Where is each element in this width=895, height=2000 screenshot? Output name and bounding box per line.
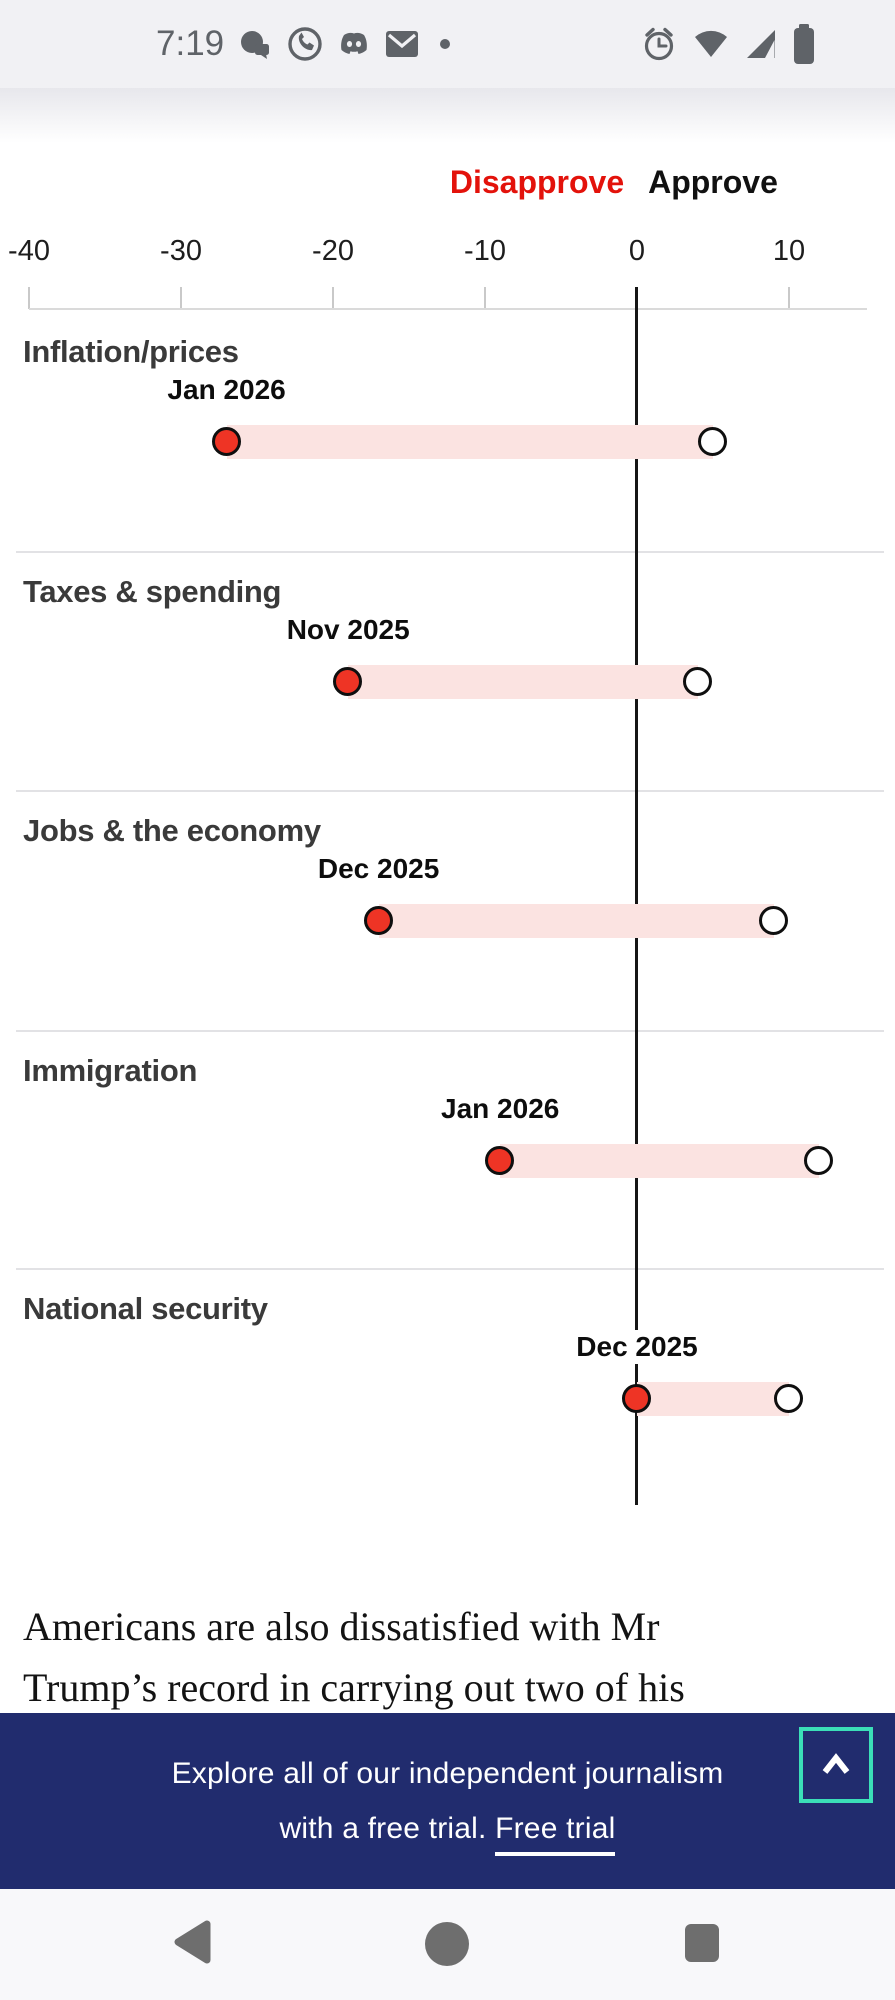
subscription-banner: Explore all of our independent journalis… xyxy=(0,1713,895,1889)
row-separator xyxy=(16,551,884,553)
banner-message: Explore all of our independent journalis… xyxy=(0,1713,895,1889)
status-bar-shadow xyxy=(0,88,895,143)
approve-dot xyxy=(804,1146,834,1175)
notification-overflow-dot xyxy=(440,39,451,49)
recents-icon xyxy=(685,1924,719,1962)
back-icon xyxy=(174,1920,211,1964)
category-label: Jobs & the economy xyxy=(23,813,321,848)
x-axis-tick-label: 0 xyxy=(628,235,646,267)
disapprove-dot xyxy=(485,1146,515,1175)
alarm-icon xyxy=(644,27,674,61)
x-axis-tick xyxy=(28,287,30,309)
status-bar-notifications: 7:19 xyxy=(156,0,451,88)
approval-dumbbell-chart: Disapprove Approve -40 -30 -20 -10 0 10 Inflat… xyxy=(8,164,884,1505)
discord-icon xyxy=(341,32,368,54)
disapprove-dot xyxy=(333,667,363,696)
dumbbell-band xyxy=(500,1144,820,1178)
email-icon xyxy=(386,31,419,57)
chevron-up-icon xyxy=(822,1753,850,1774)
row-separator xyxy=(16,1030,884,1032)
approve-dot xyxy=(682,667,712,696)
disapprove-dot xyxy=(211,427,241,456)
approve-dot xyxy=(774,1384,803,1413)
chat-app-icon xyxy=(241,31,270,59)
category-label: Immigration xyxy=(23,1053,198,1088)
zero-axis-line xyxy=(635,287,638,1505)
home-button[interactable] xyxy=(424,1921,470,1970)
x-axis-tick xyxy=(788,287,790,309)
chart-plot-area: -40 -30 -20 -10 0 10 Inflation/prices Jan 2026 T… xyxy=(8,235,884,1505)
category-label: National security xyxy=(23,1291,268,1326)
x-axis-tick-label: -10 xyxy=(464,235,506,267)
recents-button[interactable] xyxy=(684,1923,720,1966)
back-button[interactable] xyxy=(171,1919,213,1968)
dumbbell-band xyxy=(348,665,698,699)
row-separator xyxy=(16,1268,884,1270)
x-axis-tick xyxy=(332,287,334,309)
x-axis-line xyxy=(29,308,867,310)
row-separator xyxy=(16,790,884,792)
survey-date-label: Dec 2025 xyxy=(570,1330,704,1364)
wifi-icon xyxy=(695,30,727,57)
banner-message-line2-prefix: with a free trial. xyxy=(279,1812,496,1845)
x-axis-tick xyxy=(484,287,486,309)
x-axis-tick xyxy=(180,287,182,309)
home-icon xyxy=(425,1922,469,1966)
disapprove-dot xyxy=(622,1384,651,1413)
dumbbell-band xyxy=(637,1382,789,1416)
approve-dot xyxy=(698,427,727,456)
legend-disapprove: Disapprove xyxy=(449,164,625,200)
cell-signal-icon xyxy=(747,30,775,58)
dumbbell-band xyxy=(378,904,774,938)
approve-dot xyxy=(758,906,788,935)
legend-approve: Approve xyxy=(648,164,778,200)
whatsapp-icon xyxy=(288,27,322,61)
article-line: Americans are also dissatisfied with Mr xyxy=(23,1604,660,1649)
battery-icon xyxy=(794,24,814,64)
android-nav-bar xyxy=(0,1889,895,2000)
status-time: 7:19 xyxy=(156,24,225,63)
x-axis-tick-label: -40 xyxy=(8,235,50,267)
scroll-top-button[interactable] xyxy=(799,1727,873,1803)
dumbbell-band xyxy=(226,425,713,459)
survey-date-label: Jan 2026 xyxy=(435,1092,566,1126)
survey-date-label: Dec 2025 xyxy=(311,852,446,886)
x-axis-tick-label: 10 xyxy=(772,235,806,267)
status-bar: 7:19 xyxy=(0,0,895,88)
status-bar-system-icons xyxy=(641,0,815,88)
survey-date-label: Nov 2025 xyxy=(280,613,416,647)
survey-date-label: Jan 2026 xyxy=(161,373,292,407)
article-line: Trump’s record in carrying out two of hi… xyxy=(23,1665,685,1710)
category-label: Taxes & spending xyxy=(23,574,282,609)
free-trial-link[interactable]: Free trial xyxy=(495,1812,616,1856)
x-axis-tick-label: -20 xyxy=(312,235,354,267)
category-label: Inflation/prices xyxy=(23,334,239,369)
article-paragraph: Americans are also dissatisfied with Mr … xyxy=(23,1596,878,1718)
banner-message-line1: Explore all of our independent journalis… xyxy=(171,1757,724,1790)
banner-message-line2: with a free trial. Free trial xyxy=(280,1801,616,1856)
disapprove-dot xyxy=(363,906,393,935)
x-axis-tick-label: -30 xyxy=(160,235,202,267)
